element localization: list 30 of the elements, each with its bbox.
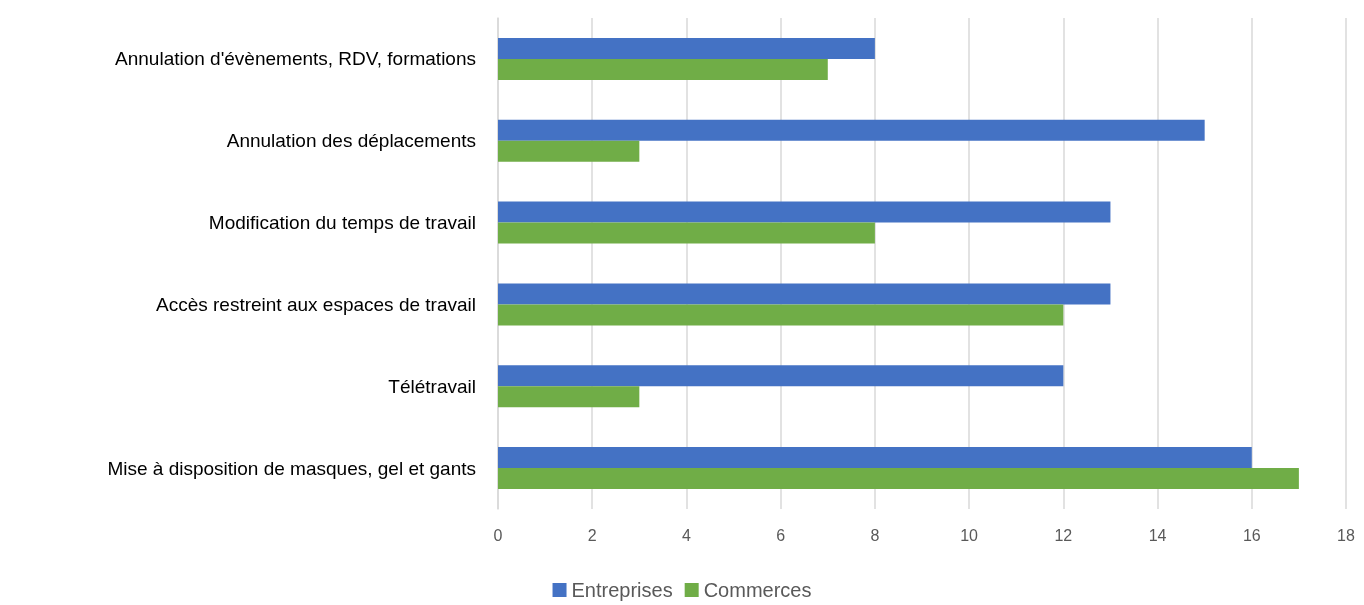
bar [498,58,828,80]
bar [498,447,1252,469]
x-tick-label: 6 [776,526,786,544]
legend-label: Entreprises [571,579,673,601]
x-tick-label: 12 [1054,526,1073,544]
x-tick-label: 18 [1337,526,1355,544]
bar [498,468,1299,490]
bar [498,283,1111,305]
bar [498,37,875,59]
y-tick-label: Annulation des déplacements [226,130,476,152]
y-tick-label: Accès restreint aux espaces de travail [156,293,476,315]
x-tick-label: 14 [1148,526,1167,544]
bar [498,304,1064,326]
x-tick-label: 0 [493,526,503,544]
bar [498,386,640,408]
bar [498,222,875,244]
x-tick-label: 8 [870,526,880,544]
y-tick-label: Mise à disposition de masques, gel et gants [107,457,476,479]
x-tick-label: 16 [1242,526,1261,544]
bar [498,365,1064,387]
x-tick-label: 4 [681,526,691,544]
y-tick-label: Annulation d'évènements, RDV, formations [115,48,476,70]
y-tick-label: Télétravail [388,375,476,397]
bar [498,201,1111,223]
x-tick-label: 10 [960,526,979,544]
bar [498,140,640,162]
bar [498,119,1205,141]
y-tick-label: Modification du temps de travail [208,212,476,234]
legend-label: Commerces [703,579,812,601]
x-tick-label: 2 [587,526,597,544]
